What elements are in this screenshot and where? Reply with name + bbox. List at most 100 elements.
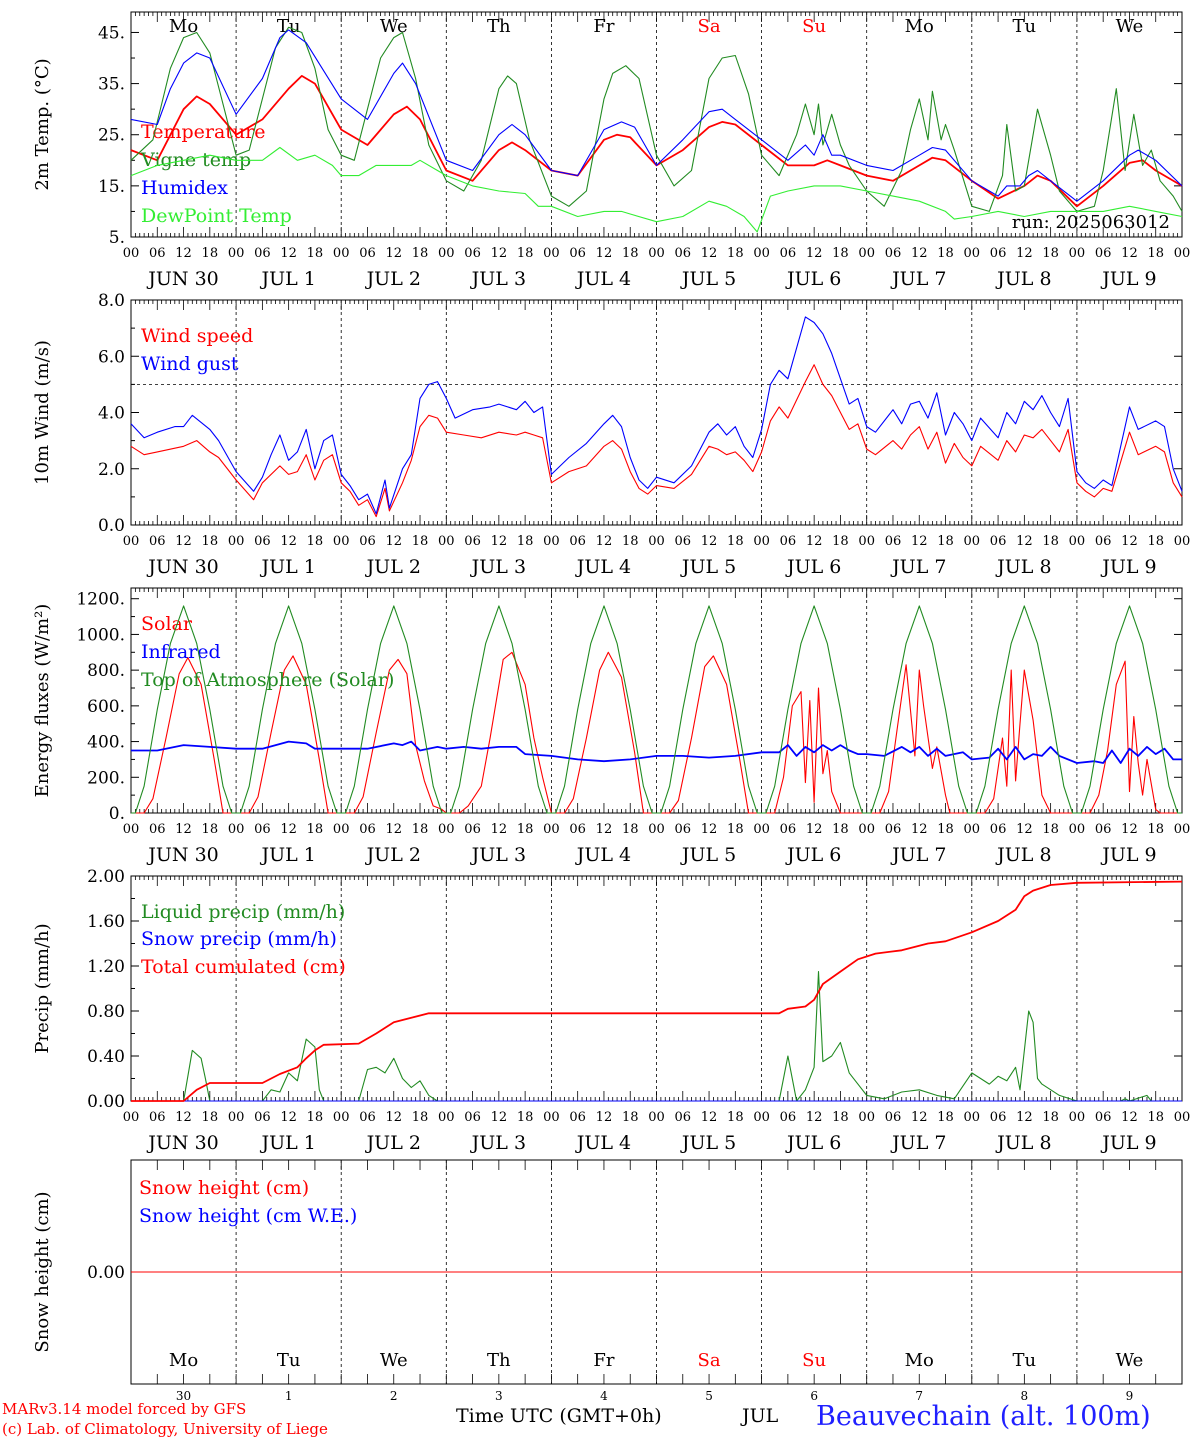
x-hour-label-energy: 18 [1042, 822, 1059, 837]
y-tick-label-energy: 400. [87, 733, 125, 753]
legend-entry-energy: Solar [141, 613, 193, 635]
x-hour-label-precip: 00 [1069, 1110, 1086, 1125]
x-hour-label-energy: 06 [464, 822, 481, 837]
x-hour-label-energy: 12 [1121, 822, 1138, 837]
weekday-label-snow: We [380, 1350, 408, 1371]
x-hour-label-precip: 06 [149, 1110, 166, 1125]
x-hour-label-temperature: 12 [911, 246, 928, 261]
y-tick-label-wind: 8.0 [98, 291, 125, 311]
y-tick-label-precip: 0.40 [87, 1047, 125, 1067]
x-hour-label-wind: 06 [149, 534, 166, 549]
x-hour-label-temperature: 12 [175, 246, 192, 261]
month-label: JUL [742, 1405, 779, 1427]
x-hour-label-temperature: 06 [569, 246, 586, 261]
x-hour-label-precip: 00 [753, 1110, 770, 1125]
x-hour-label-precip: 12 [701, 1110, 718, 1125]
day-number-label: 8 [1021, 1389, 1029, 1403]
legend-entry-temperature: DewPoint Temp [141, 205, 292, 227]
x-hour-label-precip: 12 [385, 1110, 402, 1125]
x-hour-label-precip: 18 [622, 1110, 639, 1125]
x-hour-label-wind: 00 [858, 534, 875, 549]
x-hour-label-energy: 00 [753, 822, 770, 837]
legend-entry-precip: Liquid precip (mm/h) [141, 901, 345, 923]
x-date-label-precip: JUL 9 [1100, 1132, 1156, 1154]
x-date-label-wind: JUL 6 [785, 556, 841, 578]
x-hour-label-energy: 00 [543, 822, 560, 837]
x-date-label-wind: JUL 3 [470, 556, 526, 578]
y-axis-label-snow: Snow height (cm) [32, 1191, 53, 1352]
x-date-label-wind: JUL 4 [575, 556, 631, 578]
x-hour-label-temperature: 18 [517, 246, 534, 261]
x-date-label-energy: JUL 3 [470, 844, 526, 866]
y-tick-label-precip: 2.00 [87, 867, 125, 887]
x-hour-label-energy: 06 [359, 822, 376, 837]
panel-frame-wind [130, 299, 1183, 526]
x-hour-label-wind: 12 [385, 534, 402, 549]
x-date-label-energy: JUL 9 [1100, 844, 1156, 866]
x-hour-label-temperature: 00 [123, 246, 140, 261]
x-hour-label-wind: 12 [491, 534, 508, 549]
x-hour-label-precip: 18 [1042, 1110, 1059, 1125]
x-hour-label-wind: 18 [622, 534, 639, 549]
x-date-label-precip: JUL 7 [890, 1132, 946, 1154]
day-number-label: 6 [810, 1389, 818, 1403]
x-hour-label-wind: 18 [1147, 534, 1164, 549]
legend-entry-temperature: Humidex [141, 177, 228, 199]
day-number-label: 2 [390, 1389, 398, 1403]
x-hour-label-temperature: 06 [464, 246, 481, 261]
x-hour-label-precip: 18 [1147, 1110, 1164, 1125]
station-name: Beauvechain (alt. 100m) [816, 1401, 1151, 1432]
x-hour-label-temperature: 18 [937, 246, 954, 261]
x-hour-label-wind: 00 [333, 534, 350, 549]
x-hour-label-wind: 00 [123, 534, 140, 549]
x-hour-label-wind: 00 [1174, 534, 1191, 549]
x-hour-label-temperature: 18 [727, 246, 744, 261]
x-hour-label-wind: 00 [543, 534, 560, 549]
x-hour-label-precip: 12 [1121, 1110, 1138, 1125]
x-hour-label-wind: 06 [1095, 534, 1112, 549]
y-axis-label-wind: 10m Wind (m/s) [32, 340, 53, 485]
x-date-label-precip: JUL 1 [259, 1132, 315, 1154]
x-hour-label-temperature: 12 [491, 246, 508, 261]
x-date-label-wind: JUL 5 [680, 556, 736, 578]
y-tick-label-temperature: 35. [98, 75, 125, 95]
x-hour-label-wind: 00 [228, 534, 245, 549]
x-date-label-temperature: JUL 9 [1100, 268, 1156, 290]
x-hour-label-wind: 00 [438, 534, 455, 549]
x-hour-label-temperature: 06 [885, 246, 902, 261]
x-hour-label-temperature: 06 [675, 246, 692, 261]
x-hour-label-temperature: 06 [990, 246, 1007, 261]
y-tick-label-temperature: 15. [98, 177, 125, 197]
y-tick-label-energy: 200. [87, 768, 125, 788]
x-hour-label-precip: 06 [464, 1110, 481, 1125]
x-hour-label-precip: 06 [885, 1110, 902, 1125]
legend-entry-energy: Top of Atmosphere (Solar) [141, 669, 394, 691]
x-hour-label-wind: 12 [911, 534, 928, 549]
x-hour-label-energy: 18 [1147, 822, 1164, 837]
legend-entry-temperature: Vigne temp [140, 149, 251, 171]
x-hour-label-wind: 18 [832, 534, 849, 549]
x-date-label-energy: JUL 4 [575, 844, 631, 866]
x-hour-label-precip: 18 [832, 1110, 849, 1125]
x-hour-label-temperature: 18 [1147, 246, 1164, 261]
x-hour-label-energy: 06 [675, 822, 692, 837]
x-hour-label-energy: 00 [1069, 822, 1086, 837]
x-hour-label-energy: 06 [885, 822, 902, 837]
x-date-label-temperature: JUL 6 [785, 268, 841, 290]
x-hour-label-precip: 12 [175, 1110, 192, 1125]
x-hour-label-wind: 12 [806, 534, 823, 549]
y-tick-label-wind: 2.0 [98, 460, 125, 480]
x-hour-label-temperature: 00 [858, 246, 875, 261]
x-hour-label-wind: 12 [596, 534, 613, 549]
x-hour-label-precip: 18 [412, 1110, 429, 1125]
x-hour-label-precip: 12 [806, 1110, 823, 1125]
y-tick-label-energy: 600. [87, 697, 125, 717]
x-hour-label-precip: 06 [675, 1110, 692, 1125]
x-date-label-precip: JUL 3 [470, 1132, 526, 1154]
x-hour-label-precip: 12 [491, 1110, 508, 1125]
x-hour-label-wind: 18 [1042, 534, 1059, 549]
x-date-label-temperature: JUL 2 [365, 268, 421, 290]
x-hour-label-precip: 12 [911, 1110, 928, 1125]
x-hour-label-wind: 12 [701, 534, 718, 549]
